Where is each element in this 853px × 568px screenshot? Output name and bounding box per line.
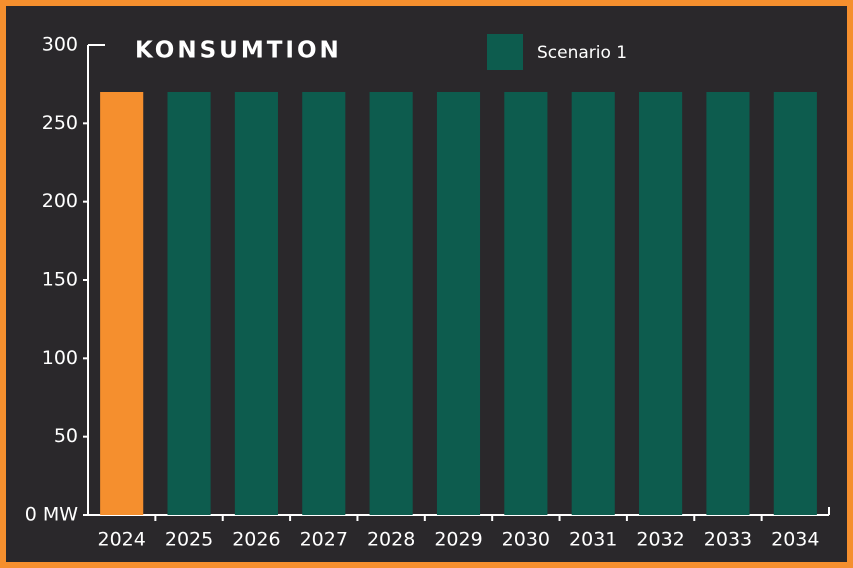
bar xyxy=(706,92,750,515)
x-tick-label: 2032 xyxy=(636,529,684,551)
bar xyxy=(167,92,211,515)
y-tick-label: 50 xyxy=(54,425,78,447)
legend-label: Scenario 1 xyxy=(537,43,627,63)
y-tick-label: 100 xyxy=(42,347,78,369)
x-tick-label: 2033 xyxy=(704,529,752,551)
bar xyxy=(100,92,144,515)
x-tick-label: 2034 xyxy=(771,529,819,551)
bar xyxy=(369,92,413,515)
bar xyxy=(571,92,615,515)
x-tick-label: 2025 xyxy=(165,529,213,551)
x-tick-label: 2028 xyxy=(367,529,415,551)
bar xyxy=(773,92,817,515)
x-tick-label: 2030 xyxy=(502,529,550,551)
bar xyxy=(504,92,548,515)
x-tick-label: 2026 xyxy=(232,529,280,551)
bar xyxy=(639,92,683,515)
chart-title: KONSUMTION xyxy=(135,38,342,64)
y-tick-label: 300 xyxy=(42,34,78,56)
bar xyxy=(302,92,346,515)
x-tick-label: 2029 xyxy=(434,529,482,551)
x-tick-label: 2024 xyxy=(98,529,146,551)
bar xyxy=(234,92,278,515)
x-tick-label: 2031 xyxy=(569,529,617,551)
y-tick-label: 250 xyxy=(42,112,78,134)
x-tick-label: 2027 xyxy=(300,529,348,551)
y-tick-label: 150 xyxy=(42,269,78,291)
bar xyxy=(436,92,481,515)
legend-swatch xyxy=(487,34,523,70)
y-tick-label: 0 MW xyxy=(25,504,79,526)
y-tick-label: 200 xyxy=(42,190,78,212)
